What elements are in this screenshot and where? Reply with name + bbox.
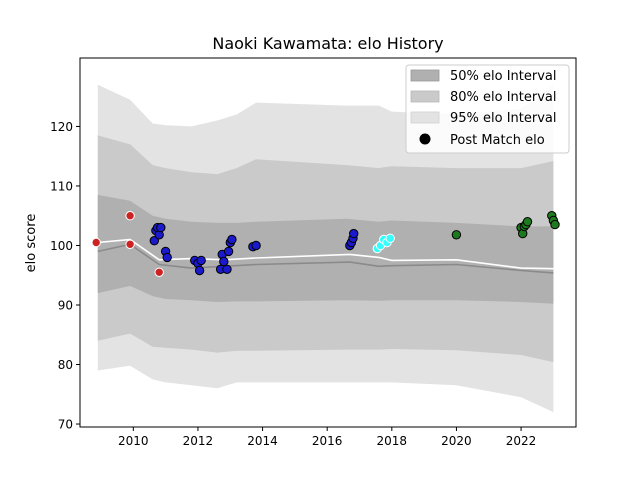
x-axis-ticks: 2010 2012 2014 2016 2018 2020 2022 bbox=[118, 427, 536, 448]
x-tick-label-2014: 2014 bbox=[247, 434, 278, 448]
legend-swatch-95 bbox=[410, 111, 440, 124]
axes-frame bbox=[79, 57, 577, 428]
y-tick-label-120: 120 bbox=[50, 120, 73, 134]
interval-bands bbox=[97, 84, 554, 413]
post-match-point-14 bbox=[196, 255, 206, 266]
post-match-point-33 bbox=[451, 230, 462, 240]
post-match-point-27 bbox=[349, 228, 359, 239]
post-match-point-32 bbox=[385, 233, 395, 244]
y-tick-label-90: 90 bbox=[58, 298, 73, 312]
legend-swatch-50 bbox=[410, 69, 440, 82]
y-tick-label-100: 100 bbox=[50, 239, 73, 253]
post-match-point-8 bbox=[156, 222, 166, 233]
x-tick-label-2022: 2022 bbox=[506, 434, 537, 448]
band-50 bbox=[97, 194, 554, 304]
plot-area bbox=[91, 84, 560, 413]
legend-label-50: 50% elo Interval bbox=[450, 69, 557, 84]
post-match-point-38 bbox=[522, 217, 533, 227]
y-axis-ticks: 70 80 90 100 110 120 bbox=[50, 120, 80, 432]
legend-label-95: 95% elo Interval bbox=[450, 111, 557, 126]
y-tick-label-110: 110 bbox=[50, 179, 73, 193]
legend-marker-post-match bbox=[419, 133, 431, 145]
legend-label-80: 80% elo Interval bbox=[450, 90, 557, 105]
post-match-points bbox=[91, 211, 560, 277]
x-tick-label-2012: 2012 bbox=[183, 434, 214, 448]
legend: 50% elo Interval 80% elo Interval 95% el… bbox=[405, 64, 570, 154]
post-match-point-19 bbox=[223, 246, 234, 257]
post-match-point-10 bbox=[162, 252, 172, 263]
post-match-point-21 bbox=[227, 234, 237, 245]
post-match-point-0 bbox=[91, 237, 101, 248]
legend-box bbox=[405, 64, 570, 154]
legend-swatch-80 bbox=[410, 90, 440, 103]
y-tick-label-80: 80 bbox=[58, 358, 73, 372]
post-match-point-23 bbox=[251, 240, 261, 251]
mean-line bbox=[97, 238, 554, 270]
x-tick-label-2016: 2016 bbox=[312, 434, 343, 448]
y-axis-label: elo score bbox=[24, 214, 39, 273]
post-match-point-13 bbox=[194, 265, 205, 276]
chart-title: Naoki Kawamata: elo History bbox=[212, 34, 443, 53]
post-match-point-17 bbox=[219, 256, 229, 267]
post-match-point-4 bbox=[149, 236, 160, 246]
trend-lines bbox=[97, 238, 554, 274]
post-match-point-41 bbox=[550, 219, 560, 230]
x-tick-label-2010: 2010 bbox=[118, 434, 149, 448]
median-line bbox=[97, 243, 554, 274]
post-match-point-3 bbox=[154, 267, 164, 277]
y-tick-label-70: 70 bbox=[58, 418, 73, 432]
post-match-point-2 bbox=[125, 239, 135, 250]
x-tick-label-2020: 2020 bbox=[441, 434, 472, 448]
legend-label-post-match: Post Match elo bbox=[450, 133, 545, 148]
post-match-point-18 bbox=[222, 264, 232, 274]
post-match-point-1 bbox=[125, 211, 135, 221]
x-tick-label-2018: 2018 bbox=[377, 434, 408, 448]
